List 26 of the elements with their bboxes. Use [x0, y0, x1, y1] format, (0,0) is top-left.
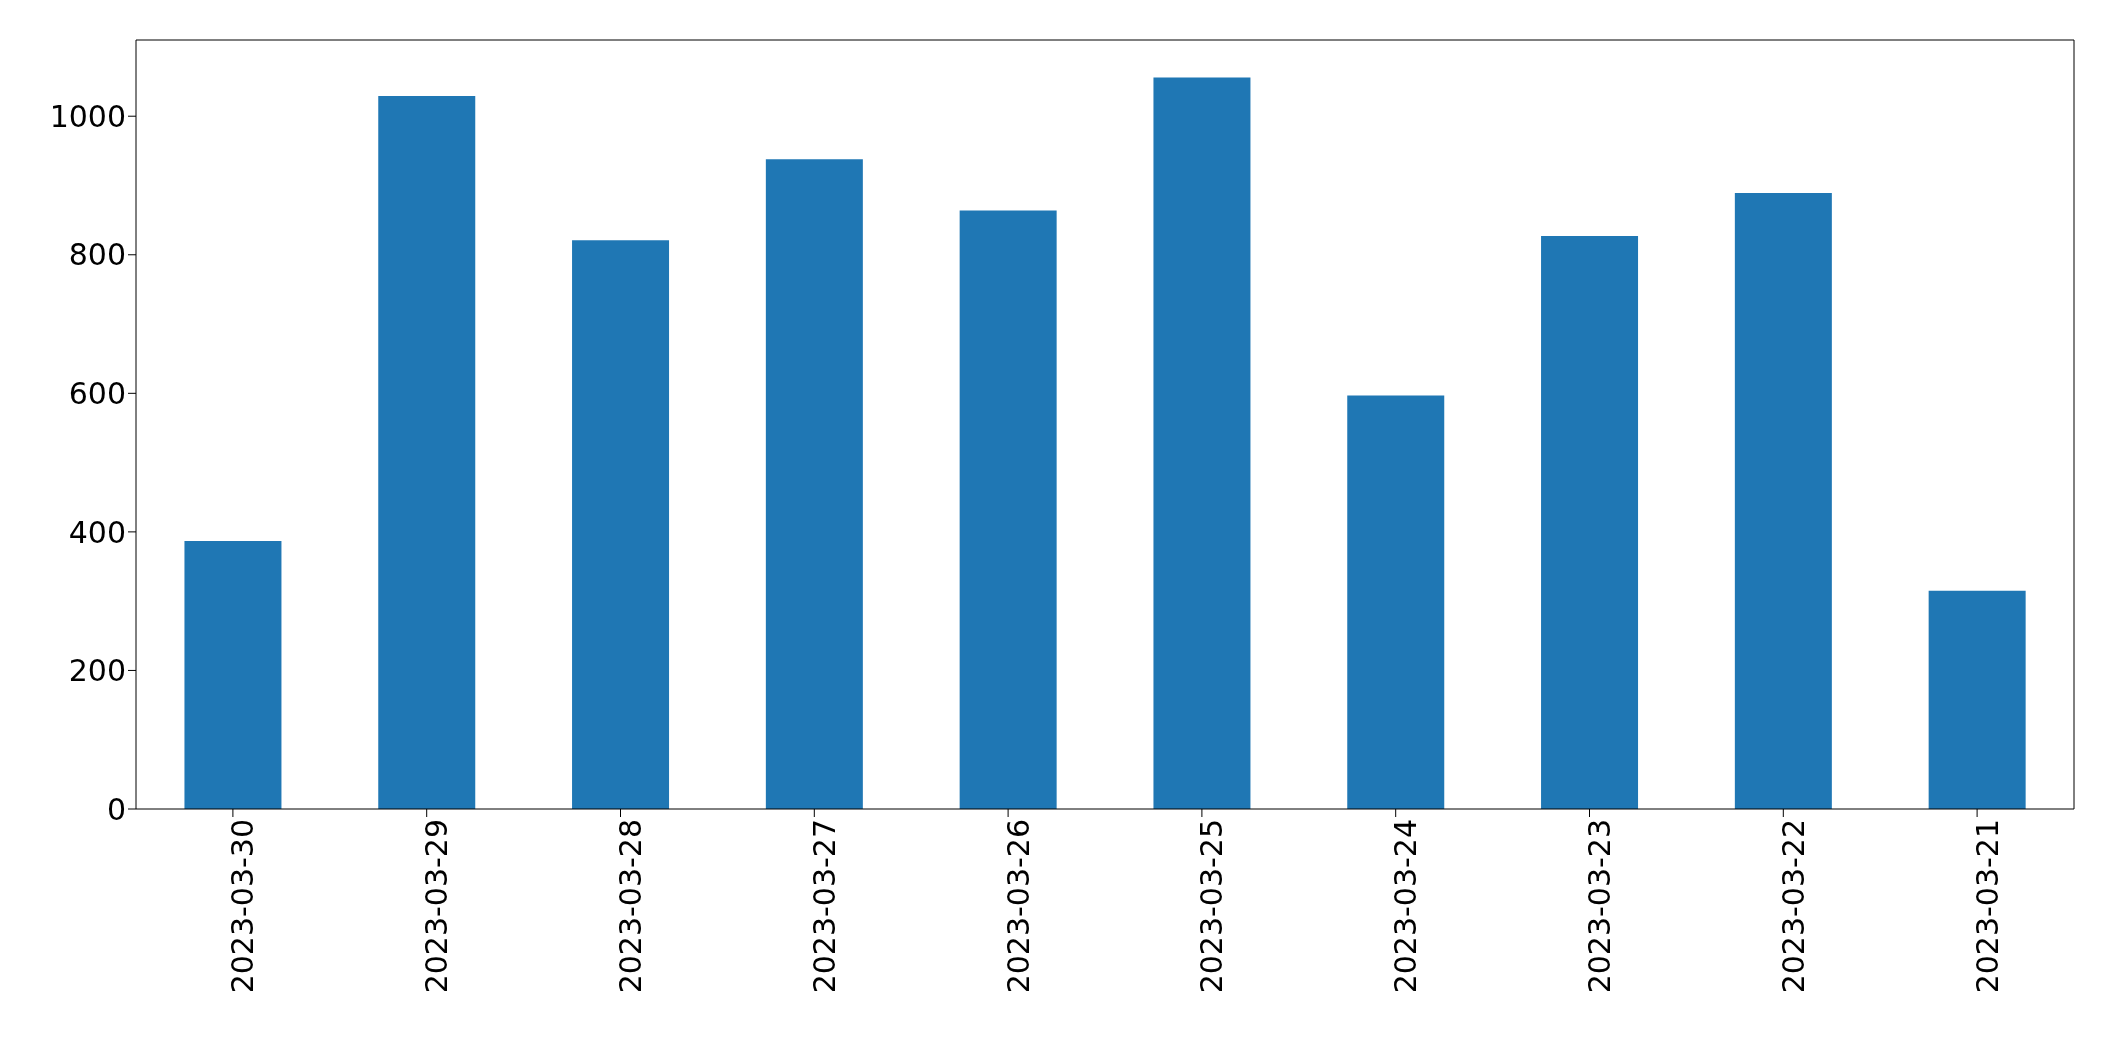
- bar: [184, 540, 282, 809]
- bar: [1734, 193, 1832, 809]
- bar: [378, 96, 476, 809]
- y-tick-label: 800: [68, 237, 126, 273]
- bar: [959, 210, 1057, 809]
- x-tick-label: 2023-03-27: [806, 819, 842, 994]
- bar: [765, 159, 863, 809]
- y-tick-label: 200: [68, 653, 126, 689]
- bar: [1153, 77, 1251, 809]
- x-tick-label: 2023-03-30: [225, 819, 261, 994]
- x-tick-label: 2023-03-26: [1000, 819, 1036, 994]
- bar: [1347, 395, 1445, 809]
- y-tick-label: 600: [68, 375, 126, 411]
- x-tick-label: 2023-03-29: [419, 819, 455, 994]
- x-tick-label: 2023-03-23: [1582, 819, 1617, 994]
- x-tick-label: 2023-03-22: [1775, 819, 1811, 994]
- x-tick-label: 2023-03-24: [1388, 819, 1424, 994]
- bar: [572, 240, 670, 809]
- y-tick-label: 400: [68, 514, 126, 550]
- bar: [1541, 236, 1639, 809]
- x-tick-label: 2023-03-25: [1194, 819, 1230, 994]
- x-tick-label: 2023-03-21: [1969, 819, 2005, 994]
- y-tick-label: 0: [106, 791, 126, 827]
- bar: [1928, 590, 2026, 809]
- x-tick-label: 2023-03-28: [613, 819, 648, 994]
- y-tick-label: 1000: [49, 98, 126, 134]
